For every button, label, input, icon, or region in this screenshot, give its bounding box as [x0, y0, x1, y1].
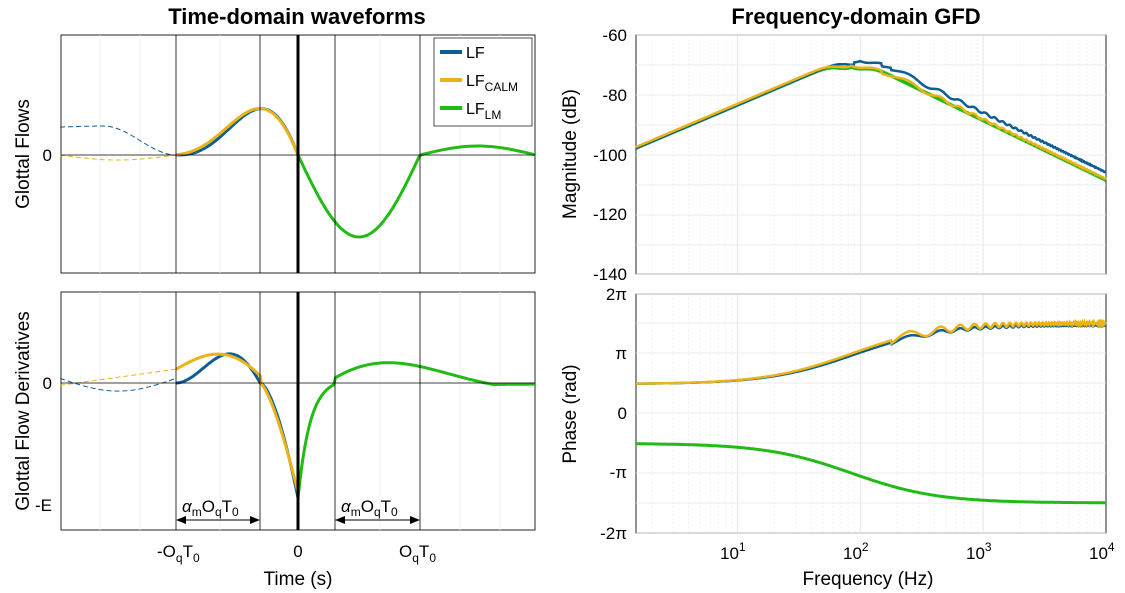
freq-10-base: 10 — [720, 544, 739, 563]
mag-ytick-100: -100 — [593, 146, 627, 165]
alpha-sym-r: α — [341, 497, 352, 516]
xtick-pos-sub1: q — [412, 551, 419, 565]
alpha-label-left: αmOqT0 — [182, 497, 239, 519]
xtick-zero: 0 — [293, 542, 302, 561]
arrowhead-left-b — [250, 516, 260, 524]
left-title: Time-domain waveforms — [168, 4, 426, 29]
deriv-ytick-0: 0 — [43, 374, 52, 393]
phase-ytick-pi: π — [615, 344, 627, 363]
alpha-sub-0: 0 — [232, 505, 239, 519]
xtick-neg-oqt0: -OqT0 — [157, 542, 200, 565]
freq-xtick-10000: 104 — [1089, 540, 1115, 563]
magnitude-plot — [635, 59, 1107, 182]
xtick-oqt0: OqT0 — [399, 542, 436, 565]
mag-ytick-120: -120 — [593, 205, 627, 224]
freq-100-exp: 2 — [862, 540, 869, 554]
freq-10-exp: 1 — [739, 540, 746, 554]
calm-flow-line — [175, 107, 300, 157]
alpha-label-right: αmOqT0 — [341, 497, 398, 519]
phase-ytick-2pi: 2π — [606, 285, 627, 304]
freq-xtick-100: 102 — [843, 540, 869, 563]
alpha-sub-q-r: q — [374, 505, 381, 519]
freq-1000-exp: 3 — [985, 540, 992, 554]
freq-10000-base: 10 — [1089, 544, 1108, 563]
legend: LF LFCALM LFLM — [433, 37, 533, 127]
flow-plot — [60, 107, 537, 239]
freq-10000-exp: 4 — [1108, 540, 1115, 554]
freq-xtick-1000: 103 — [966, 540, 992, 563]
legend-label-calm: LFCALM — [466, 73, 518, 94]
arrowhead-left-a — [176, 516, 186, 524]
legend-lm-base: LF — [466, 101, 485, 118]
lf-deriv-prev — [59, 377, 177, 392]
time-xlabel: Time (s) — [264, 569, 333, 590]
deriv-ytick-neg-e: -E — [35, 496, 52, 515]
magnitude-ylabel: Magnitude (dB) — [560, 89, 581, 219]
xtick-neg-sub2: 0 — [193, 551, 200, 565]
freq-xtick-10: 101 — [720, 540, 746, 563]
alpha-sub-q: q — [215, 505, 222, 519]
calm-deriv-line — [175, 352, 300, 493]
xtick-pos-sub2: 0 — [429, 551, 436, 565]
legend-calm-sub: CALM — [485, 80, 518, 94]
calm-prev-period — [60, 154, 177, 161]
alpha-sub-0-r: 0 — [391, 505, 398, 519]
alpha-t-r: T — [381, 497, 391, 516]
deriv-ylabel: Glottal Flow Derivatives — [13, 311, 34, 511]
alpha-o: O — [202, 497, 215, 516]
xtick-pos-base: O — [399, 542, 412, 561]
lm-deriv-line — [296, 361, 536, 499]
arrowhead-right-b — [410, 516, 420, 524]
alpha-annotation-left: αmOqT0 — [176, 497, 260, 524]
br-axes — [635, 293, 1107, 534]
flow-ylabel: Glottal Flows — [13, 99, 34, 209]
legend-label-lf: LF — [466, 45, 485, 62]
freq-100-base: 10 — [843, 544, 862, 563]
calm-phase-line — [636, 318, 1107, 385]
phase-ytick-neg-2pi: -2π — [600, 524, 627, 543]
arrowhead-right-a — [335, 516, 345, 524]
flow-ytick-0: 0 — [43, 146, 52, 165]
xtick-neg-mid: T — [183, 542, 193, 561]
calm-magnitude-line — [635, 64, 1107, 180]
freq-1000-base: 10 — [966, 544, 985, 563]
lm-flow-line — [296, 144, 537, 239]
right-title: Frequency-domain GFD — [731, 4, 980, 29]
legend-label-lm: LFLM — [466, 101, 501, 122]
lf-prev-period — [60, 125, 177, 156]
xtick-neg-sub1: q — [176, 551, 183, 565]
phase-ytick-neg-pi: -π — [610, 463, 627, 482]
phase-plot — [636, 318, 1107, 505]
phase-ytick-0: 0 — [618, 404, 627, 423]
mag-ytick-140: -140 — [593, 265, 627, 284]
xtick-pos-mid: T — [419, 542, 429, 561]
freq-xlabel: Frequency (Hz) — [803, 569, 934, 590]
mag-ytick-60: -60 — [602, 26, 627, 45]
alpha-sub-m-r: m — [351, 505, 361, 519]
legend-calm-base: LF — [466, 73, 485, 90]
tr-axes — [635, 34, 1107, 275]
xtick-neg-base: -O — [157, 542, 176, 561]
alpha-sym: α — [182, 497, 193, 516]
alpha-t: T — [222, 497, 232, 516]
lm-phase-line — [636, 442, 1106, 505]
alpha-o-r: O — [361, 497, 374, 516]
phase-ylabel: Phase (rad) — [560, 364, 581, 463]
alpha-sub-m: m — [192, 505, 202, 519]
legend-lm-sub: LM — [485, 108, 502, 122]
alpha-annotation-right: αmOqT0 — [335, 497, 420, 524]
mag-ytick-80: -80 — [602, 86, 627, 105]
